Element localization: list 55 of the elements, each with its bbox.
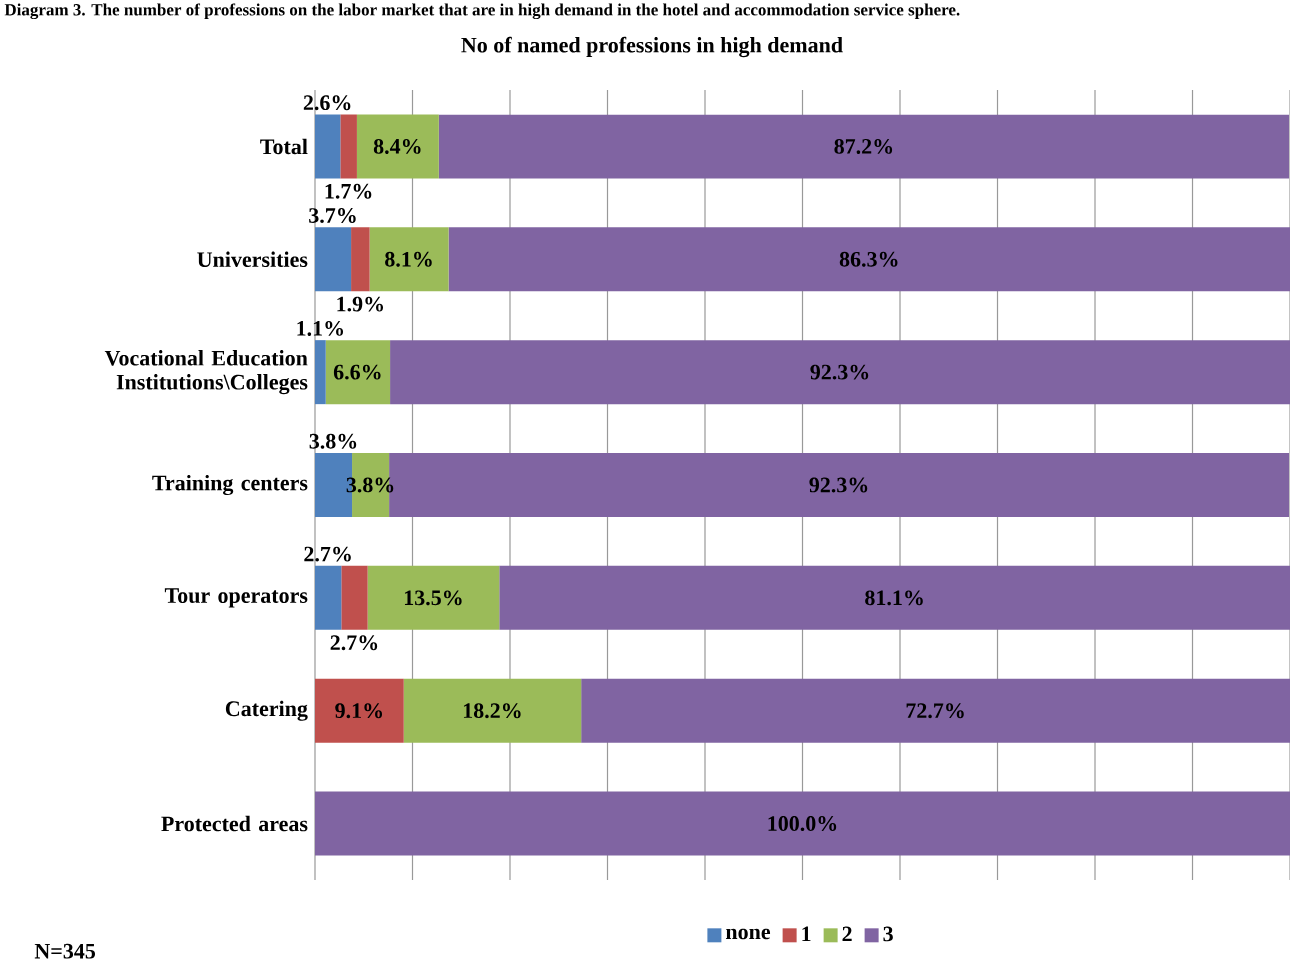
y-tick-label: Training centers bbox=[152, 474, 308, 496]
y-tick-label: Vocational Education Institutions\Colleges bbox=[104, 350, 308, 395]
data-label: 2.7% bbox=[330, 635, 378, 651]
data-label: 8.1% bbox=[385, 251, 432, 267]
bar bbox=[315, 791, 1290, 856]
text: Diagram 3. The number of professions on the labor market that are in high demand in the hotel and accommodation service sphere. bbox=[4, 3, 960, 20]
bar bbox=[369, 227, 449, 292]
data-label: 1.7% bbox=[325, 183, 372, 199]
legend-label: 2 bbox=[842, 926, 852, 942]
data-label: 18.2% bbox=[463, 703, 521, 719]
data-label: 8.4% bbox=[373, 138, 421, 154]
data-label: 92.3% bbox=[810, 364, 869, 380]
bar bbox=[351, 227, 370, 292]
data-label: 13.5% bbox=[404, 590, 462, 606]
y-tick-label: Total bbox=[260, 138, 308, 155]
data-label: 3.8% bbox=[309, 433, 357, 449]
y-tick-label: Protected areas bbox=[161, 815, 308, 832]
data-label: 87.2% bbox=[834, 138, 893, 154]
bar bbox=[325, 340, 391, 405]
bar bbox=[315, 565, 342, 630]
bar bbox=[315, 678, 404, 743]
bar bbox=[356, 114, 439, 179]
data-label: 1.9% bbox=[337, 296, 384, 312]
bar bbox=[315, 114, 341, 179]
data-label: 3.8% bbox=[346, 477, 394, 493]
legend-label: 3 bbox=[883, 926, 893, 942]
data-label: 9.1% bbox=[335, 703, 383, 719]
legend-label: 1 bbox=[802, 926, 811, 942]
bar bbox=[390, 340, 1290, 405]
bar bbox=[315, 227, 352, 292]
bar bbox=[340, 114, 357, 179]
y-tick-label: Catering bbox=[225, 700, 308, 721]
data-label: 100.0% bbox=[768, 816, 837, 832]
text: N=345 bbox=[34, 943, 96, 959]
bar bbox=[581, 678, 1290, 743]
data-label: 3.7% bbox=[309, 208, 356, 224]
data-label: 81.1% bbox=[865, 590, 923, 606]
bar bbox=[315, 340, 326, 405]
bar bbox=[438, 114, 1290, 179]
data-label: 92.3% bbox=[809, 477, 868, 493]
data-label: 86.3% bbox=[839, 251, 898, 267]
legend-label: none bbox=[725, 928, 771, 940]
bar bbox=[499, 565, 1290, 630]
data-label: 72.7% bbox=[906, 703, 964, 719]
y-tick-label: Tour operators bbox=[164, 588, 308, 608]
bar bbox=[403, 678, 582, 743]
bar bbox=[341, 565, 368, 630]
data-label: 1.1% bbox=[297, 320, 344, 336]
data-label: 2.7% bbox=[304, 546, 351, 562]
chart-title: No of named professions in high demand bbox=[461, 36, 843, 58]
data-label: 6.6% bbox=[333, 364, 381, 380]
y-tick-label: Universities bbox=[197, 251, 308, 268]
data-label: 2.6% bbox=[303, 95, 351, 111]
bar bbox=[367, 565, 500, 630]
bar bbox=[448, 227, 1290, 292]
